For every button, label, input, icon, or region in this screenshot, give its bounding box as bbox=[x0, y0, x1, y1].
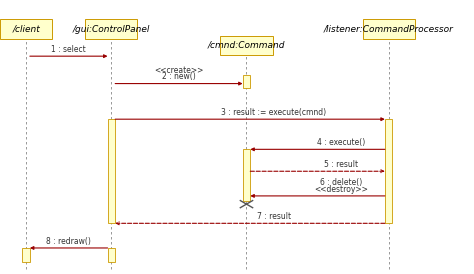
Text: /cmnd:Command: /cmnd:Command bbox=[208, 41, 285, 50]
Bar bbox=[220, 36, 273, 55]
Text: 8 : redraw(): 8 : redraw() bbox=[46, 237, 91, 246]
Bar bbox=[108, 248, 115, 262]
Bar bbox=[385, 119, 392, 223]
Bar bbox=[85, 19, 137, 39]
Text: <<destroy>>: <<destroy>> bbox=[314, 185, 368, 194]
Bar bbox=[243, 75, 250, 88]
Bar bbox=[0, 19, 52, 39]
Text: /listener:CommandProcessor: /listener:CommandProcessor bbox=[324, 25, 454, 33]
Text: /client: /client bbox=[12, 25, 40, 33]
Text: 3 : result := execute(cmnd): 3 : result := execute(cmnd) bbox=[221, 108, 326, 117]
Text: 5 : result: 5 : result bbox=[324, 160, 358, 169]
Text: 7 : result: 7 : result bbox=[257, 212, 291, 221]
Bar bbox=[22, 248, 30, 262]
Text: 1 : select: 1 : select bbox=[51, 45, 86, 54]
Text: 4 : execute(): 4 : execute() bbox=[317, 138, 365, 147]
Text: <<create>>: <<create>> bbox=[154, 65, 204, 75]
Text: 6 : delete(): 6 : delete() bbox=[320, 178, 363, 187]
Text: 2 : new(): 2 : new() bbox=[162, 72, 196, 81]
Text: /gui:ControlPanel: /gui:ControlPanel bbox=[73, 25, 150, 33]
Bar bbox=[363, 19, 415, 39]
Bar bbox=[108, 119, 115, 223]
Bar bbox=[243, 149, 250, 201]
